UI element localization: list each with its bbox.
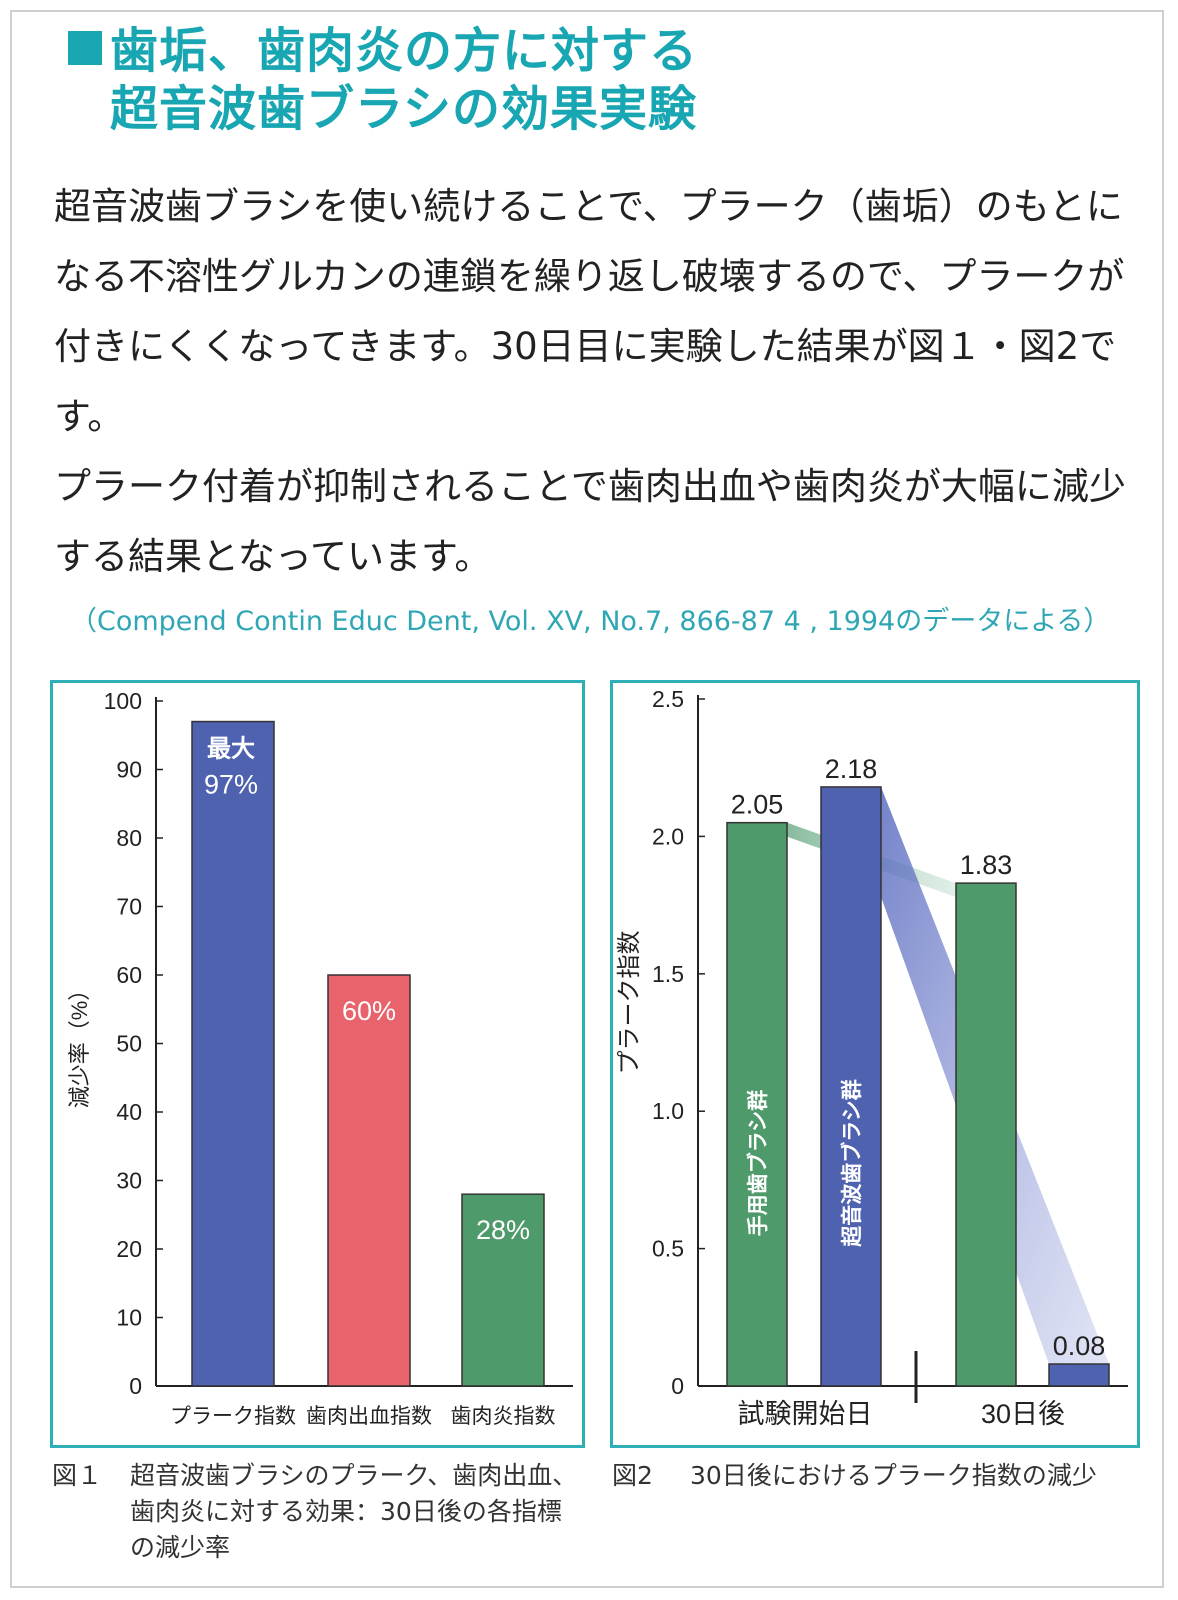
figure2-caption-number: 図2 [612,1461,653,1490]
x-group-label: 試験開始日 [738,1399,873,1429]
figure2-caption-text: 30日後におけるプラーク指数の減少 [690,1461,1097,1490]
y-tick-label: 80 [116,825,142,851]
series-label: 手用歯ブラシ群 [746,1090,770,1237]
y-tick-label: 0 [129,1373,142,1399]
y-tick-label: 50 [116,1031,142,1057]
x-category-label: 歯肉炎指数 [451,1405,556,1428]
title-line-2: 超音波歯ブラシの効果実験 [110,81,698,137]
bar-value-label: 28% [476,1215,530,1245]
y-tick-label: 90 [116,757,142,783]
y-tick-label: 0 [671,1373,684,1399]
y-tick-label: 10 [116,1305,142,1331]
bar [955,882,1017,1387]
page-frame [10,10,1164,1588]
bar-value-label: 0.08 [1053,1331,1106,1361]
x-group-label: 30日後 [981,1399,1065,1429]
series-label: 超音波歯ブラシ群 [840,1079,864,1247]
bar [461,1193,545,1387]
figure2-caption: 図2 30日後におけるプラーク指数の減少 [612,1458,1132,1494]
y-tick-label: 70 [116,894,142,920]
bar [1048,1363,1110,1387]
y-axis-label: 減少率（%） [67,979,92,1109]
y-tick-label: 20 [116,1236,142,1262]
figure2-chart: 0 0.5 1.0 1.5 2.0 2.5 プラーク指数 2.05 1.83 手用歯ブラシ群 2.1… [616,686,1128,1429]
figure2-panel: 0 0.5 1.0 1.5 2.0 2.5 プラーク指数 2.05 1.83 手用歯ブラシ群 2.1… [610,680,1140,1448]
body-text: 超音波歯ブラシを使い続けることで、プラーク（歯垢）のもとになる不溶性グルカンの連… [54,172,1154,592]
x-category-label: プラーク指数 [170,1405,296,1428]
bar-value-label: 97% [204,770,258,800]
body-paragraph-1: 超音波歯ブラシを使い続けることで、プラーク（歯垢）のもとになる不溶性グルカンの連… [54,185,1125,438]
bar-value-label: 2.05 [731,790,784,820]
figure1-caption: 図１ 超音波歯ブラシのプラーク、歯肉出血、歯肉炎に対する効果：30日後の各指標の減… [52,1458,582,1566]
page-title: 歯垢、歯肉炎の方に対する 超音波歯ブラシの効果実験 [68,22,698,138]
figure1-chart: 0 10 20 30 40 50 60 70 80 90 100 減少率（%） 最大 97% プラーク指数 6… [67,688,573,1428]
body-paragraph-2: プラーク付着が抑制されることで歯肉出血や歯肉炎が大幅に減少する結果となっています… [54,465,1126,578]
square-bullet-icon [68,31,102,65]
y-tick-label: 2.5 [652,686,684,712]
y-tick-label: 1.5 [652,961,684,987]
figure1-caption-text: 超音波歯ブラシのプラーク、歯肉出血、歯肉炎に対する効果：30日後の各指標の減少率 [130,1461,578,1562]
y-axis-label: プラーク指数 [616,931,643,1075]
citation: （Compend Contin Educ Dent, Vol. XV, No.7… [70,606,1111,637]
y-tick-label: 60 [116,962,142,988]
y-tick-label: 100 [104,688,142,714]
figure1-panel: 0 10 20 30 40 50 60 70 80 90 100 減少率（%） 最大 97% プラーク指数 6… [50,680,585,1448]
y-tick-label: 1.0 [652,1098,684,1124]
figure1-caption-number: 図１ [52,1461,103,1490]
blue-trend-band [881,786,1109,1365]
title-line-1: 歯垢、歯肉炎の方に対する [110,23,699,79]
y-tick-label: 40 [116,1099,142,1125]
bar-sublabel: 最大 [207,736,255,763]
bar-value-label: 60% [342,996,396,1026]
y-tick-label: 0.5 [652,1236,684,1262]
bar [327,974,411,1387]
bar [191,720,275,1387]
bar-value-label: 2.18 [825,754,878,784]
y-tick-label: 30 [116,1168,142,1194]
bar-value-label: 1.83 [960,850,1013,880]
y-tick-label: 2.0 [652,823,684,849]
bar [726,821,788,1387]
x-category-label: 歯肉出血指数 [306,1405,432,1428]
bar [820,786,882,1387]
